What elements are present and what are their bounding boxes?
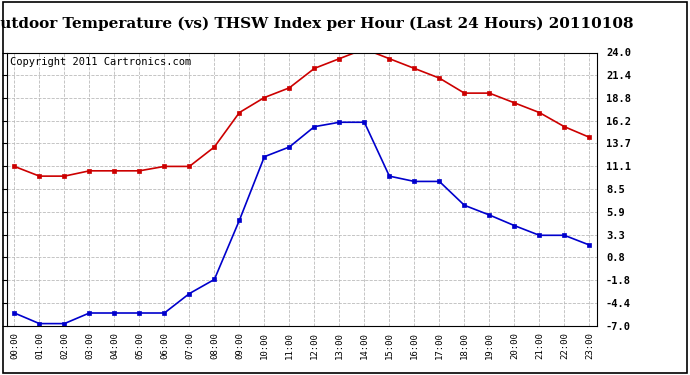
Text: Outdoor Temperature (vs) THSW Index per Hour (Last 24 Hours) 20110108: Outdoor Temperature (vs) THSW Index per … bbox=[0, 17, 634, 31]
Text: Copyright 2011 Cartronics.com: Copyright 2011 Cartronics.com bbox=[10, 57, 191, 67]
